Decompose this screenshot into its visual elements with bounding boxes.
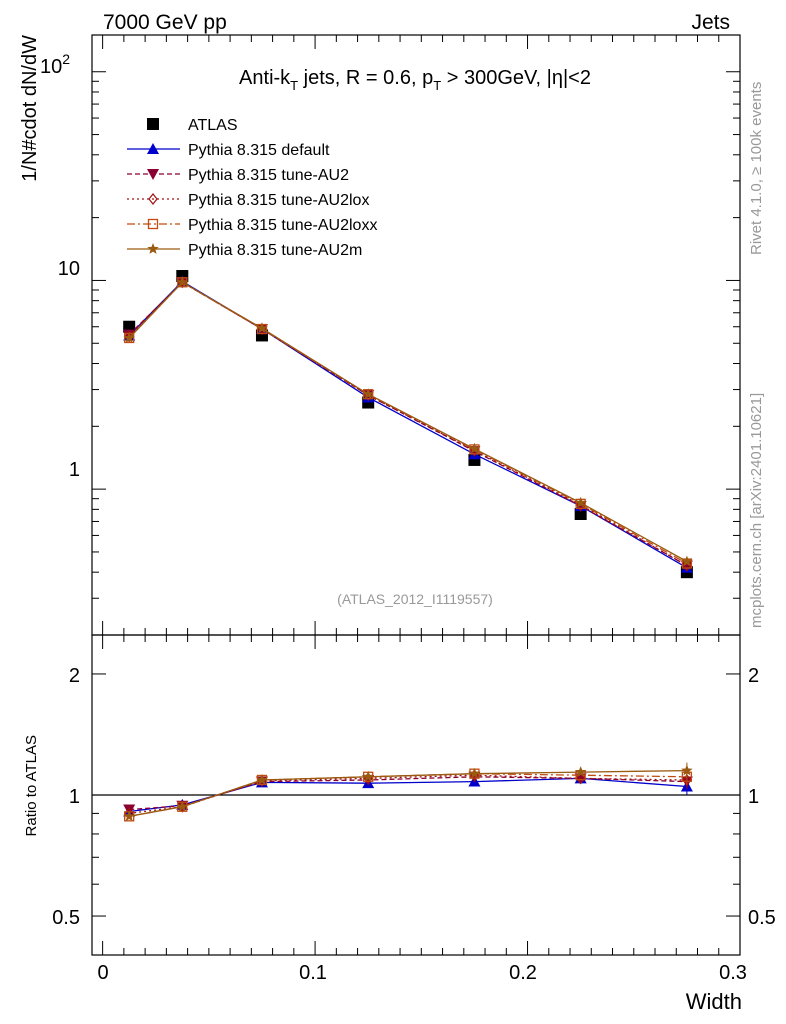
series-pythia-8-315-tune-au2lox: [124, 276, 692, 572]
analysis-watermark: (ATLAS_2012_I1119557): [337, 591, 493, 607]
rivet-label: Rivet 4.1.0, ≥ 100k events: [748, 82, 765, 255]
ratio-point: [362, 770, 374, 782]
ratio-ytick-label-0.5-right: 0.5: [748, 907, 776, 929]
main-ytick-label-100: 102: [40, 51, 70, 78]
legend-marker: [147, 143, 159, 154]
main-ytick-label-1: 1: [69, 459, 80, 481]
legend-label: Pythia 8.315 tune-AU2lox: [188, 192, 369, 209]
data-point: [123, 332, 135, 343]
xtick-label-0.3: 0.3: [719, 962, 747, 984]
ratio-line: [129, 776, 687, 811]
title-sub-a: T: [290, 78, 298, 93]
ratio-point: [256, 774, 268, 785]
legend-label: Pythia 8.315 tune-AU2loxx: [188, 217, 377, 234]
series-pythia-8-315-tune-au2: [123, 277, 693, 572]
xtick-label-0.1: 0.1: [299, 962, 327, 984]
legend-item: Pythia 8.315 default: [127, 142, 330, 159]
legend-label: Pythia 8.315 tune-AU2m: [188, 242, 362, 259]
ratio-line: [129, 769, 687, 817]
legend-label: Pythia 8.315 default: [188, 142, 330, 159]
series-line: [128, 280, 688, 569]
data-point: [574, 496, 587, 508]
ratio-ytick-label-1: 1: [69, 786, 80, 808]
title-eta: η: [552, 67, 563, 89]
title-part-d: |<2: [563, 67, 591, 89]
xtick-label-0.2: 0.2: [509, 962, 537, 984]
legend-marker: [147, 218, 159, 230]
data-point: [681, 555, 693, 567]
title-part-b: jets, R = 0.6, p: [298, 67, 433, 89]
series-pythia-8-315-tune-au2loxx: [124, 277, 693, 569]
ratio-ytick-label-2: 2: [69, 665, 80, 687]
ratio-line: [129, 774, 687, 815]
data-point: [256, 322, 268, 334]
main-ytick-100-exp: 2: [62, 51, 70, 67]
ratio-point: [682, 773, 692, 786]
ratio-series-pythia-8-315-tune-au2m: [123, 762, 693, 822]
xlabel: Width: [686, 989, 742, 1014]
header-right: Jets: [691, 11, 730, 34]
ratio-series-group: [123, 762, 693, 822]
series-pythia-8-315-default: [123, 275, 693, 573]
axis-ticks: [92, 35, 741, 956]
ratio-point: [575, 772, 586, 785]
data-point: [362, 388, 374, 400]
ratio-point: [123, 810, 135, 822]
ratio-point: [123, 804, 136, 816]
legend-item: Pythia 8.315 tune-AU2loxx: [127, 217, 377, 234]
header-left: 7000 GeV pp: [103, 11, 227, 34]
ratio-series-pythia-8-315-tune-au2lox: [124, 769, 692, 820]
title-part-a: Anti-k: [239, 67, 291, 89]
ratio-ytick-label-0.5: 0.5: [52, 907, 80, 929]
series-atlas: [123, 270, 693, 579]
legend-marker: [147, 169, 159, 180]
series-line: [128, 281, 688, 567]
mcplots-label: mcplots.cern.ch [arXiv:2401.10621]: [748, 393, 765, 628]
legend-label: Pythia 8.315 tune-AU2: [188, 167, 349, 184]
title-sub-b: T: [433, 78, 441, 93]
ratio-series-pythia-8-315-tune-au2: [123, 771, 693, 816]
ratio-ylabel: Ratio to ATLAS: [23, 735, 40, 836]
main-title: Anti-kT jets, R = 0.6, pT > 300GeV, |η|<…: [239, 67, 591, 93]
data-point: [468, 442, 481, 454]
legend-marker: [148, 193, 158, 205]
main-series-group: [123, 270, 693, 579]
legend-item: Pythia 8.315 tune-AU2m: [127, 242, 362, 259]
legend-label: ATLAS: [188, 117, 238, 134]
legend-item: ATLAS: [147, 117, 238, 134]
data-point: [176, 276, 188, 288]
ratio-ytick-label-2-right: 2: [748, 665, 759, 687]
ratio-point: [176, 800, 188, 812]
main-ytick-100-base: 10: [40, 56, 62, 78]
series-pythia-8-315-tune-au2m: [123, 276, 693, 567]
ratio-point: [681, 764, 693, 776]
ratio-point: [574, 766, 587, 777]
ratio-point: [468, 767, 481, 779]
legend-item: Pythia 8.315 tune-AU2: [127, 167, 349, 184]
legend: ATLAS Pythia 8.315 default Pythia 8.315 tu…: [127, 117, 377, 259]
xtick-label-0: 0: [97, 962, 108, 984]
legend-marker: [147, 118, 159, 130]
legend-marker: [147, 243, 159, 254]
series-line: [128, 281, 688, 565]
main-ylabel: 1/N#cdot dN/dW: [19, 35, 41, 182]
main-ytick-label-10: 10: [58, 258, 80, 280]
ratio-ytick-label-1-right: 1: [748, 786, 759, 808]
series-line: [128, 281, 688, 567]
title-part-c: > 300GeV, |: [441, 67, 552, 89]
legend-item: Pythia 8.315 tune-AU2lox: [127, 192, 369, 209]
